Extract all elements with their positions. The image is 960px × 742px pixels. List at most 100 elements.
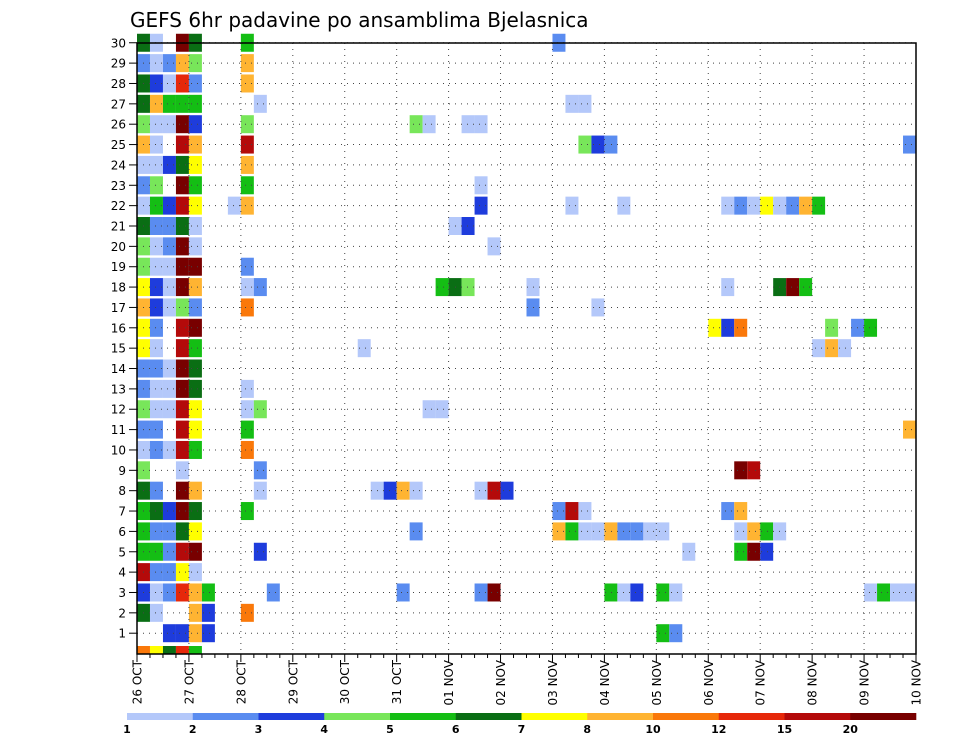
precip-cell bbox=[903, 420, 916, 439]
axis-strip-cell bbox=[162, 646, 176, 654]
x-tick-label: 07 NOV bbox=[754, 659, 768, 705]
precip-cell bbox=[149, 542, 163, 561]
precip-cell bbox=[253, 481, 267, 500]
precip-cell bbox=[188, 481, 202, 500]
x-tick-label: 30 OCT bbox=[338, 659, 352, 704]
precip-cell bbox=[162, 542, 176, 561]
precip-cell bbox=[747, 522, 761, 541]
precip-cell bbox=[240, 115, 254, 134]
y-tick-label: 23 bbox=[111, 179, 126, 193]
precip-cell bbox=[149, 339, 163, 358]
precip-cell bbox=[552, 522, 566, 541]
precip-cell bbox=[149, 94, 163, 113]
precip-cell bbox=[188, 237, 202, 256]
precip-cell bbox=[162, 400, 176, 419]
colorbar-swatch bbox=[127, 713, 194, 720]
precip-cell bbox=[409, 522, 423, 541]
x-tick-label: 27 OCT bbox=[182, 659, 196, 704]
precip-cell bbox=[188, 379, 202, 398]
precip-cell bbox=[578, 135, 592, 154]
precip-cell bbox=[149, 583, 163, 602]
precip-cell bbox=[578, 502, 592, 521]
y-tick-label: 24 bbox=[111, 158, 126, 172]
colorbar-label: 1 bbox=[123, 723, 131, 736]
y-tick-label: 20 bbox=[111, 240, 126, 254]
precip-cell bbox=[149, 155, 163, 174]
precip-cell bbox=[162, 54, 176, 73]
precip-cell bbox=[474, 583, 488, 602]
precip-cell bbox=[162, 155, 176, 174]
precip-cell bbox=[201, 603, 215, 622]
y-tick-label: 28 bbox=[111, 77, 126, 91]
precip-cell bbox=[669, 624, 683, 643]
precip-cell bbox=[253, 278, 267, 297]
precip-cell bbox=[240, 176, 254, 195]
x-tick-label: 05 NOV bbox=[650, 659, 664, 705]
precip-cell bbox=[175, 420, 189, 439]
y-tick-label: 29 bbox=[111, 57, 126, 71]
precip-cell bbox=[149, 481, 163, 500]
precip-cell bbox=[149, 74, 163, 93]
precip-cell bbox=[162, 94, 176, 113]
precip-cell bbox=[188, 339, 202, 358]
precip-cell bbox=[149, 522, 163, 541]
precip-cell bbox=[435, 278, 449, 297]
colorbar-label: 12 bbox=[711, 723, 726, 736]
x-tick-label: 31 OCT bbox=[390, 659, 404, 704]
y-tick-label: 11 bbox=[111, 423, 126, 437]
precip-cell bbox=[162, 624, 176, 643]
precip-cell bbox=[149, 217, 163, 235]
precip-cell bbox=[253, 461, 267, 480]
precip-cell bbox=[162, 359, 176, 378]
precip-cell bbox=[760, 542, 774, 561]
precip-cell bbox=[474, 481, 488, 500]
precip-cell bbox=[188, 155, 202, 174]
precip-cell bbox=[721, 196, 735, 215]
precip-cell bbox=[786, 278, 800, 297]
precip-cell bbox=[747, 461, 761, 480]
precip-cell bbox=[175, 94, 189, 113]
y-tick-label: 8 bbox=[118, 484, 126, 498]
precip-cell bbox=[149, 237, 163, 256]
precip-cell bbox=[903, 583, 916, 602]
precip-cell bbox=[422, 400, 436, 419]
y-tick-label: 19 bbox=[111, 260, 126, 274]
precip-cell bbox=[721, 278, 735, 297]
precip-cell bbox=[188, 298, 202, 317]
precip-cell bbox=[240, 257, 254, 276]
precip-cell bbox=[149, 359, 163, 378]
precip-cell bbox=[240, 278, 254, 297]
precip-cell bbox=[799, 196, 813, 215]
precip-cell bbox=[175, 237, 189, 256]
precip-cell bbox=[240, 420, 254, 439]
precip-cell bbox=[864, 583, 878, 602]
colorbar-swatch bbox=[258, 713, 325, 720]
precip-cell bbox=[188, 522, 202, 541]
y-tick-label: 16 bbox=[111, 321, 126, 335]
precip-cell bbox=[162, 217, 176, 235]
colorbar-label: 8 bbox=[583, 723, 591, 736]
precip-cell bbox=[175, 624, 189, 643]
precip-cell bbox=[201, 624, 215, 643]
precip-cell bbox=[474, 196, 488, 215]
precip-cell bbox=[162, 196, 176, 215]
precip-cell bbox=[175, 176, 189, 195]
precip-cell bbox=[669, 583, 683, 602]
precip-cell bbox=[682, 542, 696, 561]
precip-cell bbox=[565, 94, 579, 113]
precip-cell bbox=[760, 522, 774, 541]
precip-cell bbox=[149, 135, 163, 154]
precip-cell bbox=[175, 257, 189, 276]
x-tick-label: 08 NOV bbox=[806, 659, 820, 705]
colorbar-label: 2 bbox=[189, 723, 197, 736]
x-tick-label: 10 NOV bbox=[910, 659, 924, 705]
precip-cell bbox=[734, 502, 748, 521]
precip-cell bbox=[188, 54, 202, 73]
precip-cell bbox=[175, 502, 189, 521]
precip-cell bbox=[175, 583, 189, 602]
colorbar-swatch bbox=[587, 713, 654, 720]
precip-cell bbox=[526, 298, 540, 317]
colorbar-swatch bbox=[784, 713, 851, 720]
precip-cell bbox=[253, 94, 267, 113]
